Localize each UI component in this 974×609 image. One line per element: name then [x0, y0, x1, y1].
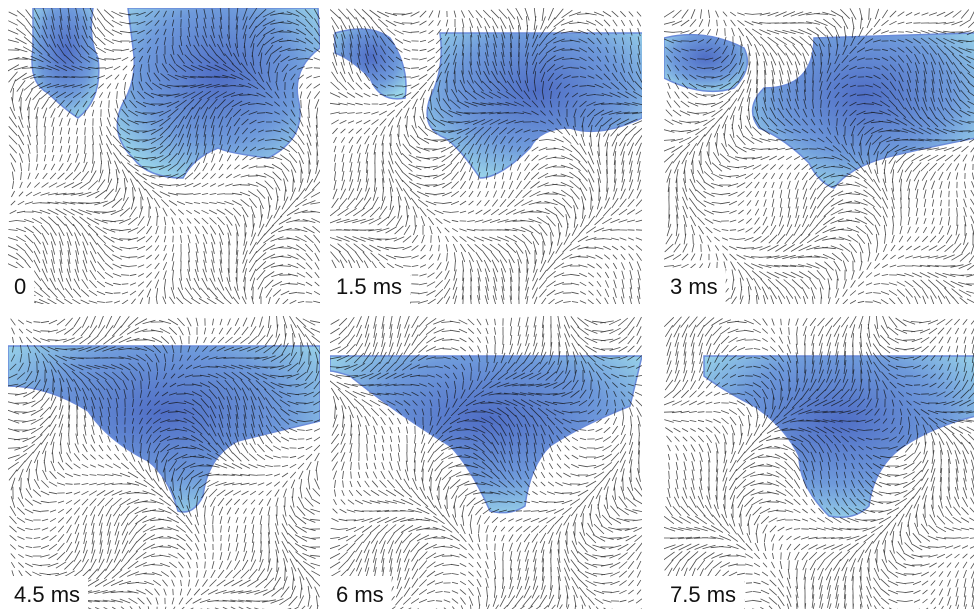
velocity-vectors [330, 316, 642, 609]
velocity-vectors [8, 8, 320, 304]
label-background [664, 576, 745, 609]
time-label: 3 ms [670, 274, 718, 299]
panel: 4.5 ms [8, 316, 320, 609]
label-background [330, 268, 411, 304]
time-label-group: 7.5 ms [664, 576, 745, 609]
panel: 6 ms [330, 316, 642, 609]
label-background [8, 576, 89, 609]
time-label-group: 6 ms [330, 576, 392, 609]
time-label-group: 3 ms [664, 268, 726, 304]
concentration-region [664, 33, 749, 93]
label-background [664, 268, 726, 304]
concentration-region [751, 32, 974, 189]
time-label: 6 ms [336, 582, 384, 607]
time-label: 7.5 ms [670, 582, 736, 607]
time-label-group: 1.5 ms [330, 268, 411, 304]
concentration-region [703, 355, 974, 518]
concentration-region [116, 8, 320, 179]
velocity-vectors [664, 316, 974, 609]
label-background [8, 268, 35, 304]
panel: 7.5 ms [664, 316, 974, 609]
concentration-region [8, 345, 320, 513]
panel: 1.5 ms [330, 8, 642, 304]
panel: 0 [8, 8, 320, 304]
velocity-vectors [664, 8, 974, 304]
label-background [330, 576, 392, 609]
velocity-vectors [330, 8, 642, 304]
time-label: 1.5 ms [336, 274, 402, 299]
time-label: 0 [14, 274, 26, 299]
time-label: 4.5 ms [14, 582, 80, 607]
time-label-group: 0 [8, 268, 35, 304]
time-label-group: 4.5 ms [8, 576, 89, 609]
panel: 3 ms [664, 8, 974, 304]
velocity-vectors [8, 316, 320, 609]
